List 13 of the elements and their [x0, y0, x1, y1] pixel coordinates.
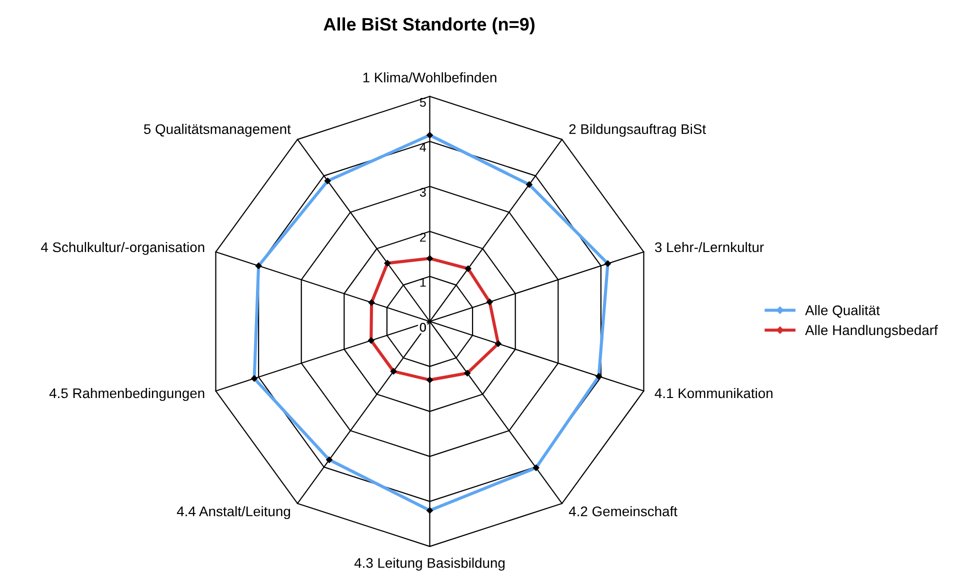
legend-label: Alle Handlungsbedarf	[805, 324, 938, 338]
spoke-label: 5 Qualitätsmanagement	[144, 124, 291, 137]
spoke-label: 4.1 Kommunikation	[654, 388, 772, 398]
spoke-label: 2 Bildungsauftrag BiSt	[569, 124, 706, 137]
spoke-label: 4.2 Gemeinschaft	[568, 506, 678, 516]
spoke-label: 4.5 Rahmenbedingungen	[49, 388, 204, 401]
legend-label: Alle Qualität	[805, 305, 880, 318]
spoke-label: 4.4 Anstalt/Leitung	[176, 506, 290, 520]
chart-title: Alle BiSt Standorte (n=9)	[324, 17, 534, 34]
spoke-label: 3 Lehr-/Lernkultur	[654, 242, 764, 252]
spoke-label: 4 Schulkultur/-organisation	[40, 242, 204, 255]
spoke-label: 1 Klima/Wohlbefinden	[363, 72, 496, 82]
spoke-label: 4.3 Leitung Basisbildung	[354, 558, 505, 571]
